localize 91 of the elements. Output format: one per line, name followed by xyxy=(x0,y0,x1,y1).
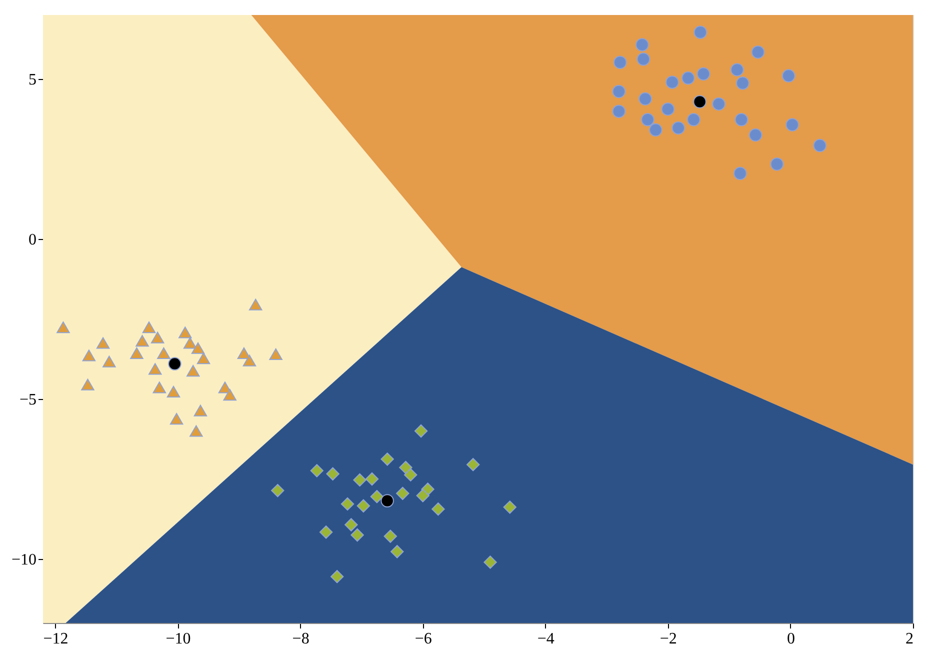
point xyxy=(223,389,236,401)
point xyxy=(166,386,180,398)
point xyxy=(682,71,695,85)
point xyxy=(380,452,394,466)
point xyxy=(416,489,430,502)
point xyxy=(503,500,516,514)
point xyxy=(612,84,626,98)
point xyxy=(734,113,748,126)
point xyxy=(484,556,497,569)
point xyxy=(237,347,251,360)
point xyxy=(396,486,410,500)
point xyxy=(191,342,205,354)
point xyxy=(614,56,627,69)
point xyxy=(661,102,675,116)
point xyxy=(148,363,162,375)
point xyxy=(319,525,333,539)
point xyxy=(641,113,654,126)
point xyxy=(142,322,156,334)
point xyxy=(190,425,203,437)
point xyxy=(152,382,166,394)
point xyxy=(638,92,652,106)
point xyxy=(813,138,826,152)
point xyxy=(636,52,650,66)
point xyxy=(170,413,184,425)
point xyxy=(168,357,182,370)
point xyxy=(399,460,412,474)
x-tick-label: −4 xyxy=(537,630,554,648)
point xyxy=(786,118,799,132)
x-tick-label: 2 xyxy=(906,630,914,648)
point xyxy=(649,123,662,136)
point xyxy=(310,464,324,478)
x-tick-label: −6 xyxy=(414,630,432,648)
point xyxy=(414,424,428,438)
point xyxy=(150,332,164,344)
point xyxy=(269,348,282,360)
x-tick-label: 0 xyxy=(786,630,795,648)
y-tick-label: −5 xyxy=(19,392,36,408)
point xyxy=(466,458,480,472)
x-tick-label: −2 xyxy=(660,630,677,648)
point xyxy=(736,76,750,90)
point xyxy=(330,570,344,584)
point xyxy=(390,545,404,558)
point xyxy=(687,113,700,126)
point xyxy=(56,322,70,334)
point xyxy=(734,166,747,180)
point xyxy=(712,97,726,111)
point xyxy=(271,484,284,498)
point xyxy=(730,63,744,76)
point xyxy=(194,404,208,416)
point xyxy=(248,298,262,310)
x-tick-label: −10 xyxy=(166,630,191,648)
x-tick-label: −12 xyxy=(43,630,68,648)
point xyxy=(82,350,96,362)
point xyxy=(350,528,364,542)
point xyxy=(344,518,358,532)
point xyxy=(696,67,710,80)
point xyxy=(242,354,256,366)
point xyxy=(186,365,200,377)
point xyxy=(96,337,110,349)
x-tick-label: −8 xyxy=(292,630,310,648)
point xyxy=(81,378,94,390)
point xyxy=(356,499,370,513)
point xyxy=(136,334,149,347)
point xyxy=(370,490,384,504)
point xyxy=(404,468,418,482)
point xyxy=(432,502,445,516)
point xyxy=(130,347,144,360)
y-tick-label: −10 xyxy=(11,552,36,568)
y-tick-label: 0 xyxy=(28,232,36,248)
point xyxy=(636,38,649,52)
point xyxy=(748,128,762,142)
point xyxy=(380,494,394,508)
point xyxy=(782,69,796,82)
point xyxy=(365,472,379,486)
point xyxy=(196,352,210,364)
point xyxy=(353,473,366,487)
point xyxy=(326,467,340,481)
point xyxy=(666,76,679,89)
point xyxy=(384,530,398,543)
point xyxy=(340,497,354,511)
point xyxy=(178,326,192,338)
y-tick-label: 5 xyxy=(28,72,36,88)
point xyxy=(770,158,784,171)
point xyxy=(693,95,706,108)
point xyxy=(102,356,116,368)
point xyxy=(157,347,170,360)
point xyxy=(612,104,626,118)
point xyxy=(751,46,765,59)
point xyxy=(183,337,197,349)
point xyxy=(672,121,685,135)
point xyxy=(694,26,708,39)
